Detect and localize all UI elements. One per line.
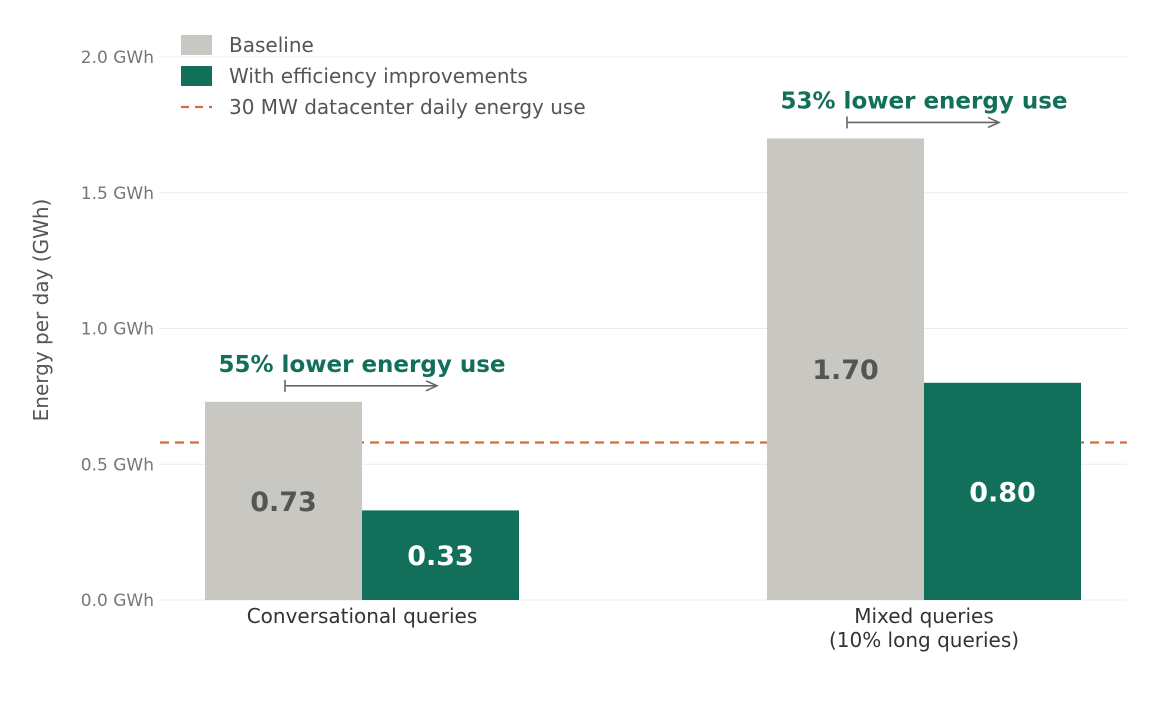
y-tick-label: 1.5 GWh — [81, 184, 154, 204]
y-axis-ticks: 0.0 GWh 0.5 GWh 1.0 GWh 1.5 GWh 2.0 GWh — [81, 48, 154, 611]
bar-value-label: 0.73 — [250, 487, 317, 518]
legend-swatch — [181, 66, 212, 86]
y-tick-label: 2.0 GWh — [81, 48, 154, 68]
y-axis-label: Energy per day (GWh) — [29, 199, 53, 422]
reduction-annotation: 55% lower energy use — [219, 352, 506, 378]
y-tick-label: 1.0 GWh — [81, 320, 154, 340]
bar-improved — [362, 510, 519, 600]
x-category-label: (10% long queries) — [829, 628, 1019, 652]
legend-label: Baseline — [229, 33, 314, 57]
arrow-head — [425, 380, 439, 392]
bar-value-label: 0.80 — [969, 477, 1036, 508]
bar-value-label: 0.33 — [407, 541, 474, 572]
bars: 0.73 0.33 1.70 0.80 — [205, 138, 1081, 600]
bar-baseline — [205, 401, 362, 600]
bar-value-label: 1.70 — [812, 355, 879, 386]
legend-label: With efficiency improvements — [229, 64, 528, 88]
bar-improved — [924, 382, 1081, 600]
x-category-label: Mixed queries — [854, 604, 994, 628]
y-tick-label: 0.5 GWh — [81, 455, 154, 475]
legend-swatch — [181, 35, 212, 55]
bar-baseline — [767, 138, 924, 600]
x-axis-categories: Conversational queries Mixed queries(10% … — [247, 604, 1019, 652]
y-tick-label: 0.0 GWh — [81, 591, 154, 611]
x-category-label: Conversational queries — [247, 604, 478, 628]
reduction-annotation: 53% lower energy use — [781, 88, 1068, 114]
arrow-head — [987, 116, 1001, 129]
annotations: 55% lower energy use 53% lower energy use — [219, 88, 1068, 392]
legend-label: 30 MW datacenter daily energy use — [229, 95, 586, 119]
legend: Baseline With efficiency improvements 30 M… — [181, 33, 586, 119]
